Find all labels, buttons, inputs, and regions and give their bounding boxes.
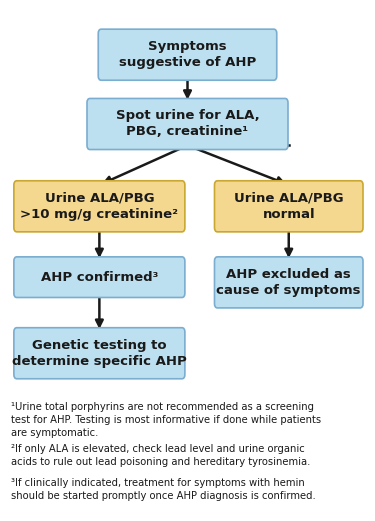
FancyBboxPatch shape bbox=[14, 257, 185, 297]
FancyBboxPatch shape bbox=[214, 257, 363, 308]
Text: Urine ALA/PBG
normal: Urine ALA/PBG normal bbox=[234, 192, 344, 221]
Text: ³If clinically indicated, treatment for symptoms with hemin
should be started pr: ³If clinically indicated, treatment for … bbox=[11, 478, 316, 501]
Text: AHP confirmed³: AHP confirmed³ bbox=[40, 271, 158, 283]
Text: Symptoms
suggestive of AHP: Symptoms suggestive of AHP bbox=[119, 40, 256, 69]
Text: Spot urine for ALA,
PBG, creatinine¹: Spot urine for ALA, PBG, creatinine¹ bbox=[116, 109, 260, 139]
Text: AHP excluded as
cause of symptoms: AHP excluded as cause of symptoms bbox=[216, 268, 361, 297]
FancyBboxPatch shape bbox=[87, 98, 288, 150]
FancyBboxPatch shape bbox=[214, 181, 363, 232]
Text: ²If only ALA is elevated, check lead level and urine organic
acids to rule out l: ²If only ALA is elevated, check lead lev… bbox=[11, 444, 310, 467]
Text: ¹Urine total porphyrins are not recommended as a screening
test for AHP. Testing: ¹Urine total porphyrins are not recommen… bbox=[11, 402, 321, 438]
FancyBboxPatch shape bbox=[14, 328, 185, 379]
FancyBboxPatch shape bbox=[14, 181, 185, 232]
Text: Urine ALA/PBG
>10 mg/g creatinine²: Urine ALA/PBG >10 mg/g creatinine² bbox=[20, 192, 178, 221]
Text: Genetic testing to
determine specific AHP: Genetic testing to determine specific AH… bbox=[12, 339, 187, 368]
FancyBboxPatch shape bbox=[98, 29, 277, 80]
